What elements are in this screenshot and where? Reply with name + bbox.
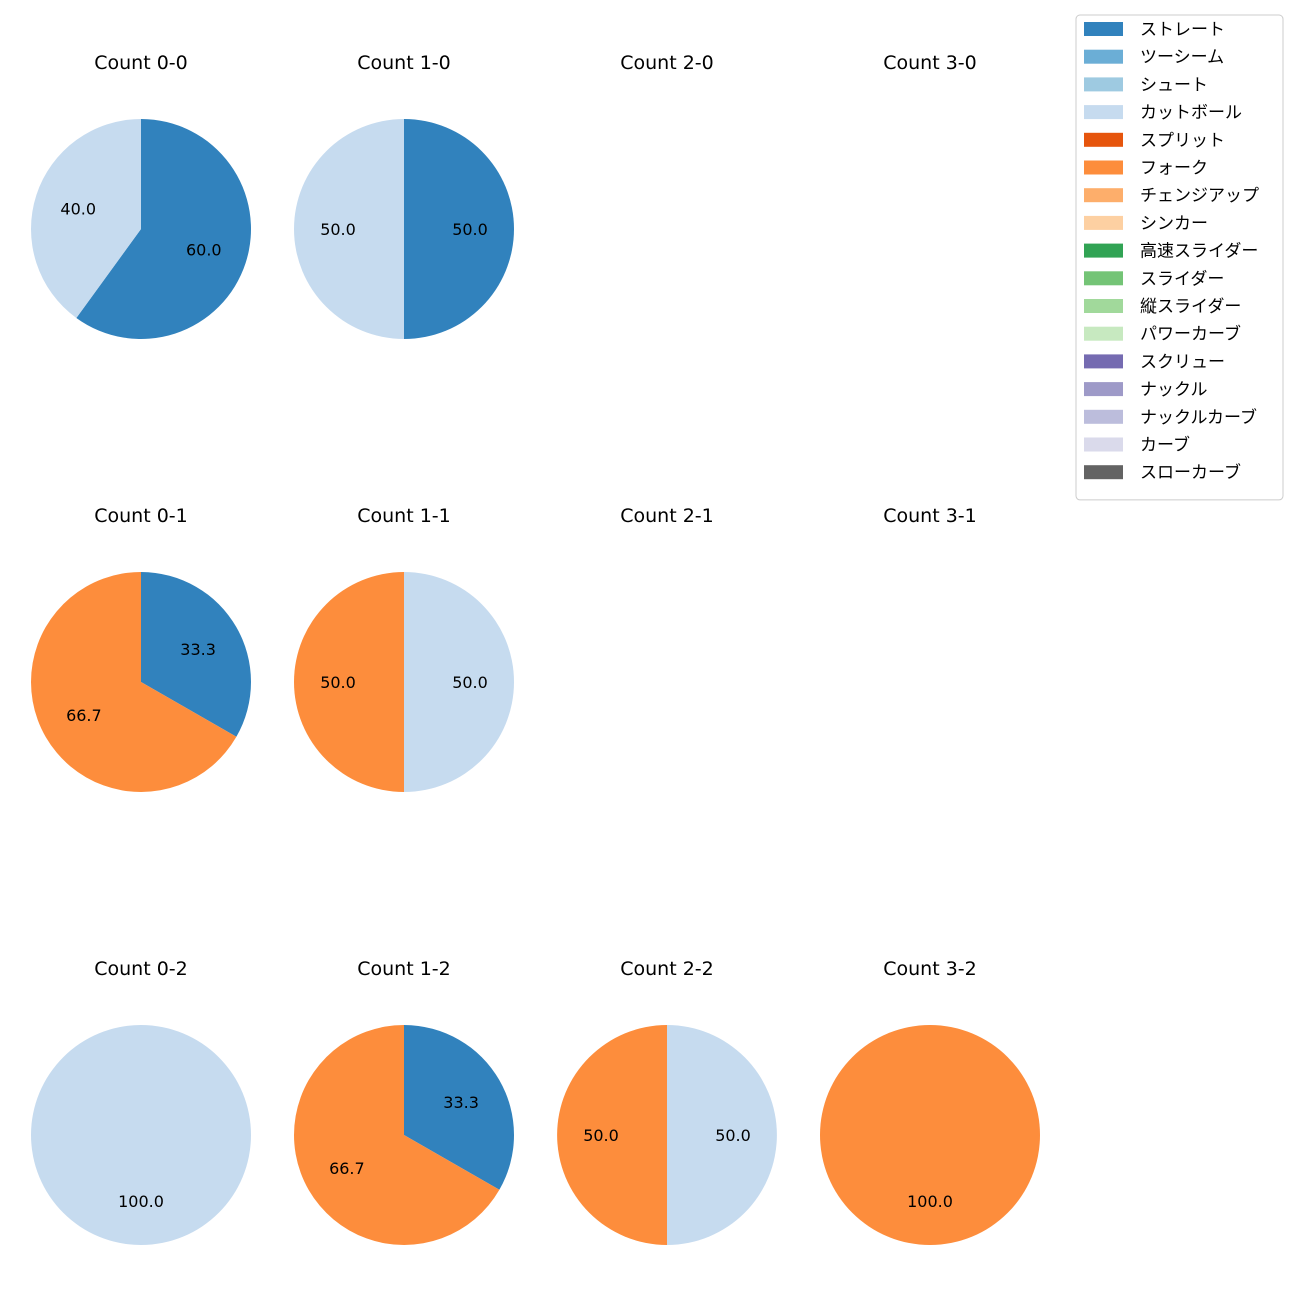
- legend-label: スクリュー: [1140, 352, 1225, 372]
- pie-slice: [76, 119, 251, 339]
- legend-swatch: [1084, 105, 1123, 120]
- pie-slice-label: 50.0: [452, 220, 488, 239]
- legend-label: ストレート: [1140, 20, 1225, 40]
- legend-label: 高速スライダー: [1140, 242, 1258, 262]
- legend-swatch: [1084, 243, 1123, 258]
- pie-slice: [294, 119, 404, 339]
- legend-swatch: [1084, 188, 1123, 203]
- pie-slice-label: 50.0: [583, 1126, 619, 1145]
- pie-slice: [404, 119, 514, 339]
- legend-label: スローカーブ: [1140, 462, 1241, 483]
- legend-label: フォーク: [1140, 159, 1208, 179]
- pie-slice-label: 100.0: [907, 1192, 953, 1211]
- pie-count-0-2: Count 0-2 100.0: [31, 958, 251, 1245]
- pie-title: Count 3-2: [883, 958, 977, 980]
- pie-slice-label: 33.3: [443, 1093, 479, 1112]
- legend-label: スライダー: [1140, 269, 1224, 289]
- pie-slice: [293, 1025, 500, 1245]
- pie-slice: [30, 119, 141, 318]
- pie-slice-label: 66.7: [329, 1159, 365, 1178]
- legend-frame: [1075, 14, 1284, 501]
- pie-title: Count 1-1: [357, 505, 451, 527]
- legend-swatch: [1084, 271, 1123, 286]
- pie-title: Count 2-1: [620, 505, 714, 527]
- legend-swatch: [1084, 382, 1123, 397]
- pie-slice: [31, 1025, 251, 1245]
- pie-slice-label: 66.7: [66, 706, 102, 725]
- pie-count-0-0: Count 0-0 60.0 40.0: [30, 52, 251, 339]
- pie-title: Count 1-2: [357, 958, 451, 980]
- pie-slice: [667, 1025, 777, 1245]
- pie-count-1-2: Count 1-2 33.3 66.7: [293, 958, 514, 1245]
- pie-count-2-1: Count 2-1: [620, 505, 714, 527]
- pie-title: Count 1-0: [357, 52, 451, 74]
- legend-label: ツーシーム: [1140, 48, 1224, 68]
- legend-label: パワーカーブ: [1140, 324, 1241, 345]
- legend-label: シュート: [1140, 75, 1208, 95]
- pie-count-3-1: Count 3-1: [883, 505, 977, 527]
- pie-slice: [30, 572, 237, 792]
- legend: ストレートツーシームシュートカットボールスプリットフォークチェンジアップシンカー…: [1075, 14, 1284, 501]
- pie-slice-label: 33.3: [180, 640, 216, 659]
- pie-count-0-1: Count 0-1 33.3 66.7: [30, 505, 251, 792]
- pie-count-2-0: Count 2-0: [620, 52, 714, 74]
- pie-count-1-1: Count 1-1 50.0 50.0: [294, 505, 514, 792]
- legend-label: シンカー: [1140, 214, 1208, 234]
- legend-swatch: [1084, 49, 1123, 64]
- pie-slice: [820, 1025, 1040, 1245]
- pie-title: Count 0-1: [94, 505, 188, 527]
- legend-swatch: [1084, 354, 1123, 369]
- pie-title: Count 0-0: [94, 52, 188, 74]
- pie-slice-label: 50.0: [452, 673, 488, 692]
- pie-slice-label: 50.0: [715, 1126, 751, 1145]
- legend-label: カーブ: [1140, 435, 1190, 456]
- pie-title: Count 0-2: [94, 958, 188, 980]
- legend-label: 縦スライダー: [1140, 297, 1241, 317]
- legend-swatch: [1084, 326, 1123, 341]
- legend-label: ナックル: [1140, 380, 1208, 400]
- legend-swatch: [1084, 299, 1123, 313]
- pie-slice: [557, 1025, 667, 1245]
- pie-title: Count 3-1: [883, 505, 977, 527]
- pie-slice: [141, 572, 251, 737]
- legend-swatch: [1084, 215, 1123, 230]
- legend-label: カットボール: [1140, 103, 1242, 123]
- legend-swatch: [1084, 160, 1123, 175]
- pie-slice-label: 40.0: [60, 200, 96, 219]
- pie-slice-label: 50.0: [320, 673, 356, 692]
- pie-slice: [404, 572, 514, 792]
- pie-slice-label: 100.0: [118, 1192, 164, 1211]
- pie-slice: [294, 572, 404, 792]
- pie-count-3-2: Count 3-2 100.0: [820, 958, 1040, 1245]
- legend-swatch: [1084, 437, 1123, 452]
- pie-count-3-0: Count 3-0: [883, 52, 977, 74]
- pie-slice-label: 60.0: [186, 240, 222, 259]
- legend-swatch: [1084, 465, 1123, 480]
- legend-label: ナックルカーブ: [1140, 407, 1257, 428]
- pie-slice: [404, 1025, 514, 1190]
- legend-swatch: [1084, 409, 1123, 424]
- legend-swatch: [1084, 132, 1123, 147]
- legend-swatch: [1084, 22, 1123, 36]
- pie-title: Count 2-0: [620, 52, 714, 74]
- pie-title: Count 2-2: [620, 958, 714, 980]
- pie-title: Count 3-0: [883, 52, 977, 74]
- legend-label: スプリット: [1140, 131, 1225, 151]
- legend-swatch: [1084, 77, 1123, 92]
- pie-slice-label: 50.0: [320, 220, 356, 239]
- legend-label: チェンジアップ: [1140, 186, 1259, 206]
- pie-count-1-0: Count 1-0 50.0 50.0: [294, 52, 514, 339]
- pie-count-2-2: Count 2-2 50.0 50.0: [557, 958, 777, 1245]
